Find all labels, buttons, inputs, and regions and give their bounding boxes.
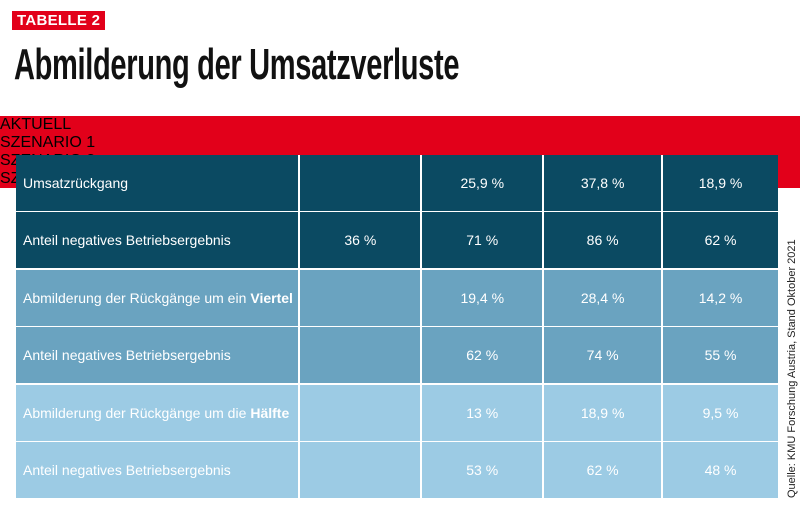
row-label: Umsatzrückgang bbox=[16, 155, 298, 211]
table-row: Abmilderung der Rückgänge um die Hälfte 13… bbox=[16, 385, 778, 442]
row-label: Abmilderung der Rückgänge um ein Viertel bbox=[16, 270, 298, 326]
cell-value: 14,2 % bbox=[698, 290, 743, 306]
row-label-text: Umsatzrückgang bbox=[23, 175, 129, 191]
table: Umsatzrückgang 25,9 % 37,8 % 18,9 % Anteil n… bbox=[16, 155, 778, 499]
table-cell: 48 % bbox=[661, 442, 778, 498]
row-label: Anteil negatives Betriebsergebnis bbox=[16, 327, 298, 383]
table-cell: 71 % bbox=[420, 212, 542, 268]
table-cell: 28,4 % bbox=[542, 270, 661, 326]
row-label-text: Abmilderung der Rückgänge um ein bbox=[23, 290, 247, 306]
row-label: Anteil negatives Betriebsergebnis bbox=[16, 212, 298, 268]
cell-value: 37,8 % bbox=[580, 175, 625, 191]
row-label: Anteil negatives Betriebsergebnis bbox=[16, 442, 298, 498]
table-cell: 18,9 % bbox=[661, 155, 778, 211]
table-cell: 13 % bbox=[420, 385, 542, 441]
table-cell: 25,9 % bbox=[420, 155, 542, 211]
cell-value: 62 % bbox=[586, 462, 619, 478]
table-cell: 19,4 % bbox=[420, 270, 542, 326]
table-cell: 18,9 % bbox=[542, 385, 661, 441]
table-cell: 62 % bbox=[542, 442, 661, 498]
column-header: SZENARIO 1 bbox=[0, 134, 800, 152]
table-row: Anteil negatives Betriebsergebnis 62 % 74 … bbox=[16, 327, 778, 385]
row-label-text: Anteil negatives Betriebsergebnis bbox=[23, 347, 231, 363]
table-cell bbox=[298, 442, 420, 498]
table-cell: 53 % bbox=[420, 442, 542, 498]
table-cell bbox=[298, 155, 420, 211]
cell-value: 18,9 % bbox=[698, 175, 743, 191]
table-row: Umsatzrückgang 25,9 % 37,8 % 18,9 % bbox=[16, 155, 778, 212]
cell-value: 19,4 % bbox=[460, 290, 505, 306]
row-label-bold: Viertel bbox=[250, 290, 293, 306]
row-label-text: Anteil negatives Betriebsergebnis bbox=[23, 462, 231, 478]
cell-value: 28,4 % bbox=[580, 290, 625, 306]
table-row: Anteil negatives Betriebsergebnis 36 % 71 … bbox=[16, 212, 778, 270]
cell-value: 74 % bbox=[586, 347, 619, 363]
table-cell: 86 % bbox=[542, 212, 661, 268]
table-cell: 14,2 % bbox=[661, 270, 778, 326]
row-label-text: Anteil negatives Betriebsergebnis bbox=[23, 232, 231, 248]
cell-value: 55 % bbox=[704, 347, 737, 363]
cell-value: 53 % bbox=[466, 462, 499, 478]
row-label-text: Abmilderung der Rückgänge um die bbox=[23, 405, 247, 421]
column-header: AKTUELL bbox=[0, 116, 800, 134]
table-cell: 74 % bbox=[542, 327, 661, 383]
table-cell: 36 % bbox=[298, 212, 420, 268]
cell-value: 62 % bbox=[704, 232, 737, 248]
cell-value: 18,9 % bbox=[580, 405, 625, 421]
row-label: Abmilderung der Rückgänge um die Hälfte bbox=[16, 385, 298, 441]
table-cell: 37,8 % bbox=[542, 155, 661, 211]
cell-value: 48 % bbox=[704, 462, 737, 478]
cell-value: 71 % bbox=[466, 232, 499, 248]
table-cell bbox=[298, 385, 420, 441]
table-cell: 55 % bbox=[661, 327, 778, 383]
table-cell: 9,5 % bbox=[661, 385, 778, 441]
table-row: Abmilderung der Rückgänge um ein Viertel 1… bbox=[16, 270, 778, 327]
table-tag: TABELLE 2 bbox=[12, 11, 106, 30]
table-cell bbox=[298, 270, 420, 326]
source: Quelle: KMU Forschung Austria, Stand Okt… bbox=[786, 239, 798, 498]
cell-value: 25,9 % bbox=[460, 175, 505, 191]
cell-value: 62 % bbox=[466, 347, 499, 363]
cell-value: 36 % bbox=[344, 232, 377, 248]
table-cell: 62 % bbox=[420, 327, 542, 383]
table-cell bbox=[298, 327, 420, 383]
title: Abmilderung der Umsatzverluste bbox=[14, 40, 460, 89]
table-cell: 62 % bbox=[661, 212, 778, 268]
table-row: Anteil negatives Betriebsergebnis 53 % 62 … bbox=[16, 442, 778, 499]
cell-value: 13 % bbox=[466, 405, 499, 421]
cell-value: 9,5 % bbox=[702, 405, 739, 421]
row-label-bold: Hälfte bbox=[250, 405, 290, 421]
cell-value: 86 % bbox=[586, 232, 619, 248]
